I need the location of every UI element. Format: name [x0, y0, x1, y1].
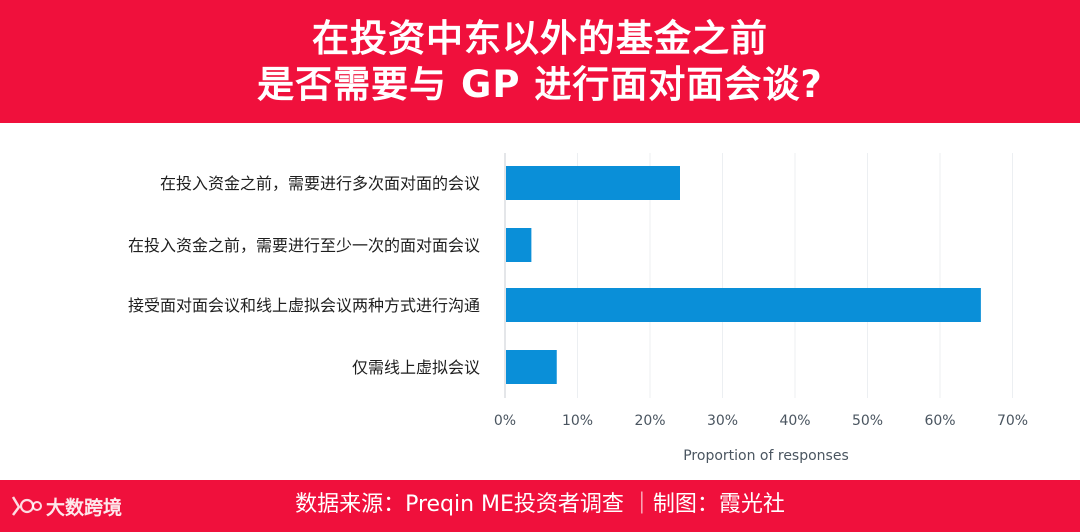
category-labels: 在投入资金之前，需要进行多次面对面的会议在投入资金之前，需要进行至少一次的面对面…: [128, 174, 480, 377]
x-tick-label: 30%: [707, 413, 738, 429]
title-banner: 在投资中东以外的基金之前 是否需要与 GP 进行面对面会谈?: [0, 0, 1080, 123]
category-label: 仅需线上虚拟会议: [352, 358, 480, 377]
x-tick-label: 70%: [997, 413, 1028, 429]
bar: [506, 228, 532, 262]
x-tick-label: 40%: [779, 413, 810, 429]
brand-mark-icon: [11, 496, 42, 516]
category-label: 接受面对面会议和线上虚拟会议两种方式进行沟通: [128, 296, 480, 315]
x-tick-label: 20%: [634, 413, 665, 429]
brand-logo: 大数跨境: [10, 492, 122, 520]
bar: [506, 166, 680, 200]
title-line-1: 在投资中东以外的基金之前: [312, 16, 768, 60]
x-tick-label: 50%: [852, 413, 883, 429]
source-credit: 数据来源：Preqin ME投资者调查 ｜制图：霞光社: [295, 492, 785, 517]
category-label: 在投入资金之前，需要进行至少一次的面对面会议: [128, 236, 480, 255]
bar: [506, 288, 981, 322]
category-label: 在投入资金之前，需要进行多次面对面的会议: [160, 174, 480, 193]
x-tick-label: 60%: [924, 413, 955, 429]
title-line-2: 是否需要与 GP 进行面对面会谈?: [257, 62, 823, 106]
x-tick-label: 10%: [562, 413, 593, 429]
footer-banner: 大数跨境 数据来源：Preqin ME投资者调查 ｜制图：霞光社: [0, 480, 1080, 532]
x-tick-label: 0%: [494, 413, 516, 429]
logo-text: 大数跨境: [46, 496, 123, 519]
bar-chart: 在投入资金之前，需要进行多次面对面的会议在投入资金之前，需要进行至少一次的面对面…: [128, 153, 1028, 464]
x-axis-label: Proportion of responses: [683, 448, 849, 464]
bar: [506, 350, 557, 384]
x-tick-labels: 0% 10% 20% 30% 40% 50% 60% 70%: [494, 413, 1028, 429]
bars-group: [506, 166, 981, 384]
